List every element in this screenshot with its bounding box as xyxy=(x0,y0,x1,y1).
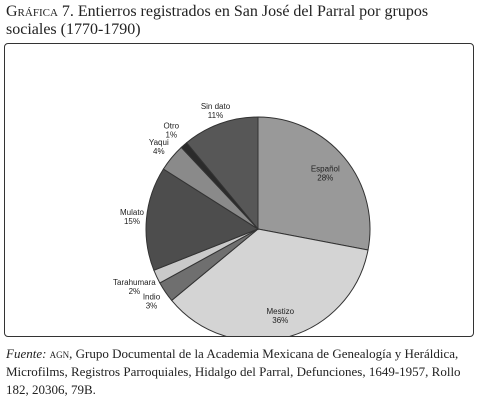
source-note: Fuente: agn, Grupo Documental de la Acad… xyxy=(6,345,478,399)
slice-label-indio: Indio 3% xyxy=(143,292,161,310)
source-agn: agn xyxy=(49,346,70,361)
slice-label-sin-dato: Sin dato 11% xyxy=(201,102,231,120)
source-text: , Grupo Documental de la Academia Mexica… xyxy=(6,346,461,397)
chart-frame: Español 28% Mestizo 36% Indio 3% Tarahumara 2% M… xyxy=(4,43,474,337)
slice-label-tarahumara: Tarahumara 2% xyxy=(113,278,156,296)
slice-label-mulato: Mulato 15% xyxy=(120,208,145,226)
figure-title-text: Entierros registrados en San José del Pa… xyxy=(6,3,429,38)
pie-slice-espanol xyxy=(257,116,371,251)
pie-slice-mestizo xyxy=(170,228,369,336)
slice-label-mestizo: Mestizo 36% xyxy=(267,307,295,325)
pie-chart: Español 28% Mestizo 36% Indio 3%Tarahumara 2% M… xyxy=(113,102,371,336)
pie-slice-sin-dato xyxy=(185,116,259,231)
figure-label: Gráfica 7. xyxy=(6,3,74,20)
slice-label-otro: Otro 1% xyxy=(164,122,180,140)
slice-label-espanol: Español 28% xyxy=(311,164,340,182)
chart-title: Gráfica 7. Entierros registrados en San … xyxy=(6,3,476,39)
source-label: Fuente: xyxy=(6,346,47,361)
slice-label-yaqui: Yaqui 4% xyxy=(149,138,169,156)
pie-slice-mulato xyxy=(145,168,260,271)
